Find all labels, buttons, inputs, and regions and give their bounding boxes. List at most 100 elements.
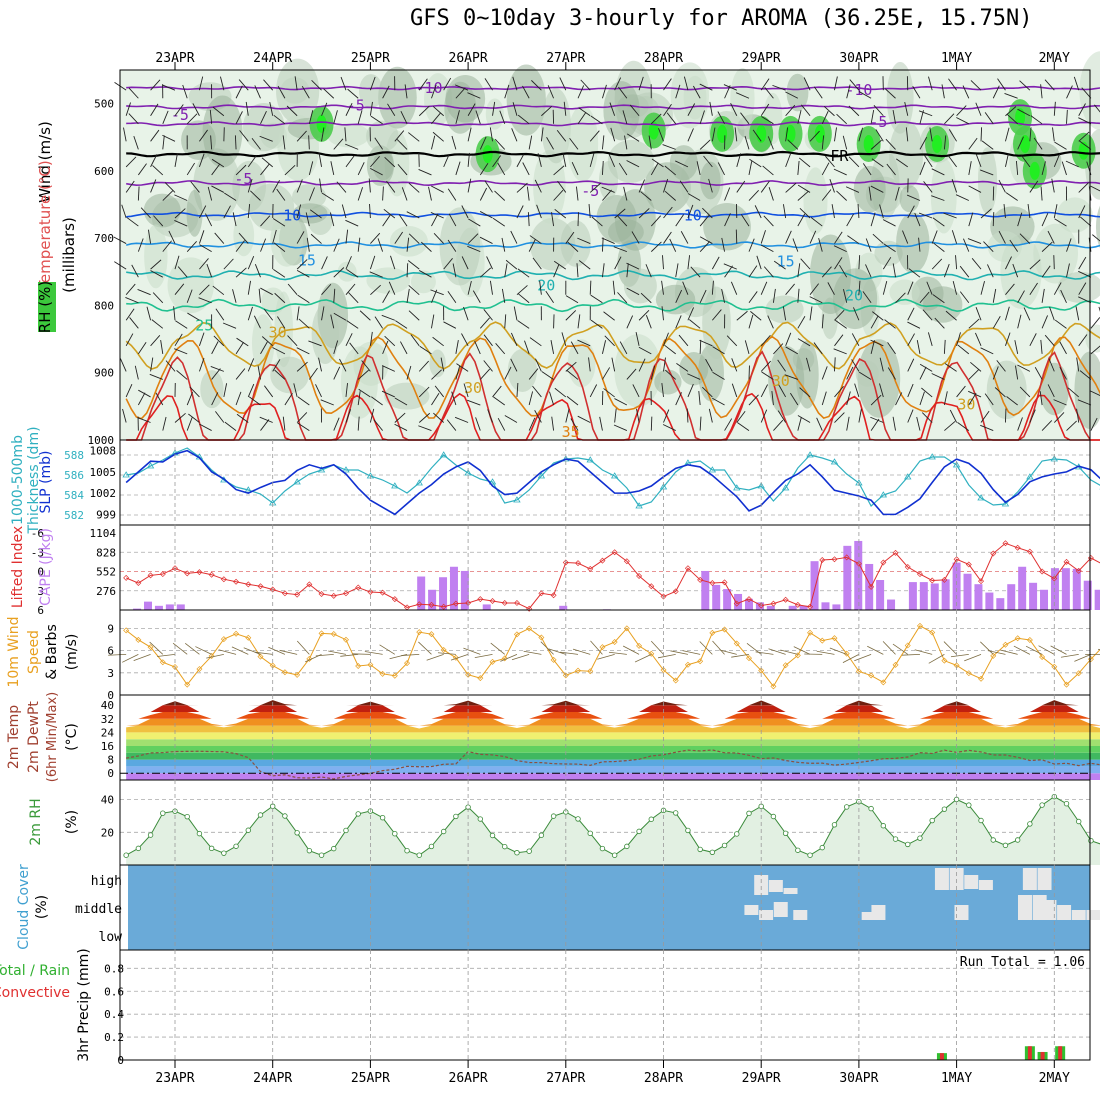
wind-barb: [369, 271, 383, 278]
wind-barb: [297, 294, 310, 304]
isotherm-label: -5: [234, 170, 252, 188]
wind-barb: [1040, 339, 1043, 354]
wind-barb: [235, 368, 246, 380]
wind-barb: [907, 358, 915, 372]
cape-bar: [1040, 589, 1049, 610]
rh2m-unit-label: (%): [64, 810, 80, 834]
wind-barb: [687, 204, 694, 219]
wind-barb: [870, 139, 882, 150]
lifted-index-marker: [562, 559, 569, 566]
wind-barb: [126, 217, 139, 227]
rh-contour: [144, 224, 168, 289]
rh-contour: [337, 261, 357, 282]
wind-barb: [125, 180, 135, 193]
wind-barb: [357, 162, 365, 176]
wind-barb: [454, 84, 469, 91]
wind-barb: [451, 391, 457, 406]
rh-marker: [123, 852, 129, 858]
isotherm-label: -5: [347, 97, 365, 115]
wind-barb: [529, 235, 542, 244]
wind-barb: [346, 269, 359, 278]
wind-barb: [638, 310, 650, 321]
wind-barb: [833, 168, 847, 176]
wind-barb: [744, 135, 750, 150]
date-label-top: 25APR: [351, 51, 390, 66]
wind-barb: [387, 103, 396, 116]
wind-barb: [590, 294, 603, 304]
wind-barb: [884, 88, 896, 99]
precip-tick: 0.4: [104, 1008, 124, 1021]
wind-barb: [809, 306, 813, 321]
wind-barb: [821, 135, 825, 150]
wind-barb: [907, 333, 915, 347]
temp-tick: 40: [101, 699, 114, 712]
cape-bar: [723, 589, 732, 610]
wind-barb: [461, 205, 469, 219]
wind-barb: [1078, 270, 1092, 278]
rh-marker: [257, 812, 264, 818]
wind-barb: [318, 357, 322, 372]
wind-barb: [683, 76, 689, 91]
wind-barb: [1092, 234, 1100, 242]
rh-contour: [655, 284, 696, 315]
date-label-bottom: 26APR: [449, 1071, 488, 1086]
wind-barb: [296, 179, 303, 193]
cloud-cell: [1086, 910, 1100, 920]
wind-barb: [949, 409, 958, 423]
wind-barb: [319, 178, 322, 193]
rh-contour: [533, 150, 566, 224]
wind-barb: [306, 237, 310, 252]
wind10m-barb: [254, 651, 273, 655]
wind-barb: [553, 189, 564, 201]
wind-barb: [923, 181, 933, 193]
thickness-tick: 582: [64, 509, 84, 522]
wind-barb: [687, 103, 696, 116]
rh-contour: [899, 185, 920, 213]
wind-barb: [675, 263, 679, 278]
wind-barb: [813, 342, 823, 355]
wind-barb: [1054, 218, 1067, 227]
wind-barb: [1040, 186, 1043, 201]
wind-barb: [665, 369, 677, 380]
wind-barb: [829, 179, 835, 193]
wind-barb: [418, 386, 430, 398]
wind-barb: [834, 231, 843, 244]
wind-barb: [131, 264, 139, 278]
rh-marker: [514, 850, 520, 856]
wind-barb: [410, 334, 420, 347]
wind-barb: [370, 232, 381, 244]
rh-marker: [208, 845, 215, 852]
wind10m-barb: [854, 653, 872, 662]
wind-barb: [345, 102, 353, 116]
wind-barb: [1017, 364, 1031, 372]
wind-barb: [452, 263, 457, 278]
wind10m-barb: [650, 640, 664, 655]
rh-contour: [567, 339, 596, 388]
cape-bar: [449, 566, 458, 610]
wind-barb: [699, 339, 713, 347]
wind-barb: [137, 341, 147, 355]
wind-barb: [260, 287, 273, 296]
rh-marker: [892, 836, 899, 842]
wind-barb: [344, 127, 347, 142]
thickness-marker: [342, 466, 350, 473]
wind-barb: [512, 76, 518, 91]
cape-tick: 828: [96, 546, 116, 559]
rh-contour: [889, 279, 920, 305]
wind-tick: 3: [107, 667, 114, 680]
wind-speed-marker: [648, 650, 655, 657]
wind-barb: [546, 137, 554, 150]
wind-barb: [516, 382, 519, 397]
wind-barb: [345, 256, 352, 270]
wind-barb: [150, 335, 161, 347]
rh-marker: [905, 841, 911, 848]
temp-tick: 8: [107, 754, 114, 767]
wind-barb: [463, 306, 469, 321]
wind-barb: [906, 194, 921, 201]
wind-speed-marker: [807, 629, 814, 636]
wind-barb: [1019, 233, 1031, 244]
wind-barb: [447, 239, 457, 252]
lifted-index-marker: [965, 561, 972, 568]
lifted-index-marker: [355, 584, 362, 591]
wind-barb: [979, 169, 994, 176]
